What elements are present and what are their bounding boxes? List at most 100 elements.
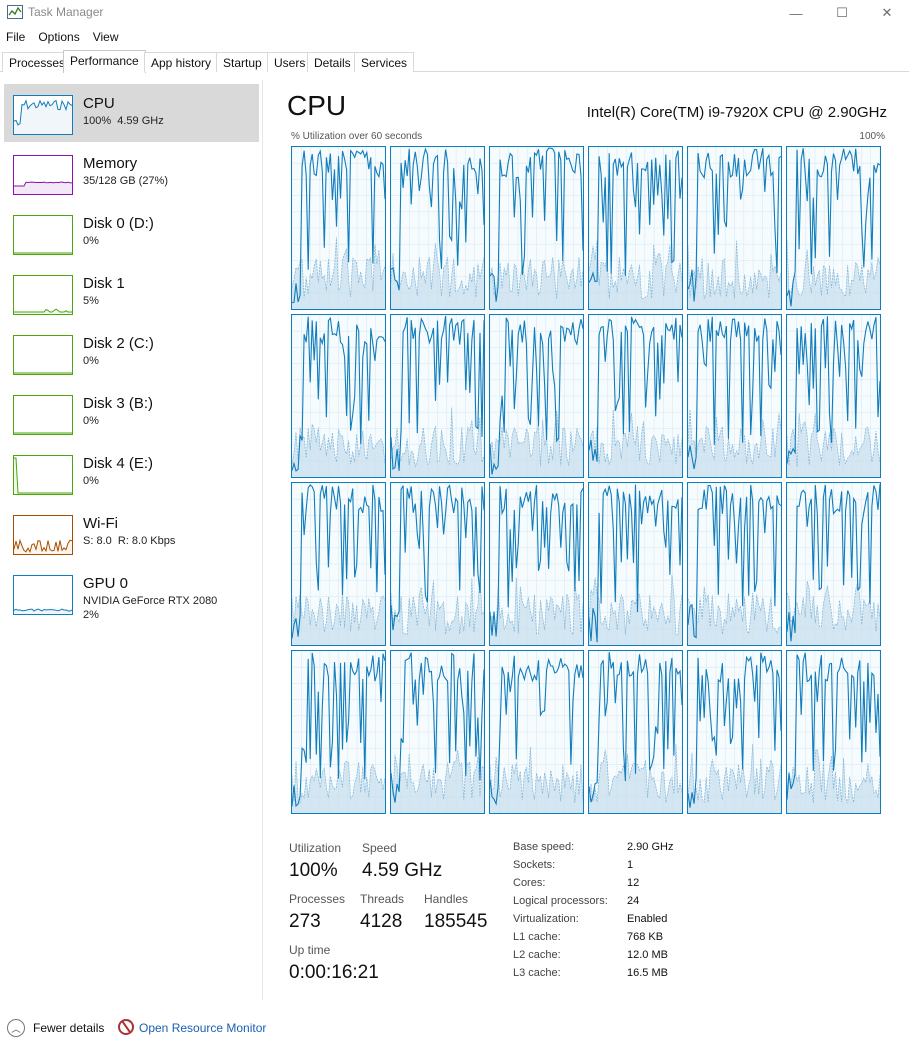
- sidebar-item-label: GPU 0: [83, 575, 129, 592]
- spec-value: 16.5 MB: [627, 967, 668, 979]
- thumbnail-line: [14, 457, 72, 494]
- tab-startup[interactable]: Startup: [216, 52, 269, 72]
- sidebar-item-value: 0%: [83, 355, 99, 367]
- logical-processor-graph: [687, 314, 782, 478]
- kernel-time-line: [391, 750, 484, 800]
- logical-processor-graph: [588, 482, 683, 646]
- kernel-time-area: [292, 761, 385, 813]
- network-graph-icon: [13, 515, 73, 555]
- tab-processes[interactable]: Processes: [2, 52, 73, 72]
- kernel-time-line: [490, 577, 583, 636]
- cpu-core-graph: [391, 483, 484, 645]
- utilization-line: [490, 147, 583, 302]
- open-resource-monitor-link[interactable]: Open Resource Monitor: [139, 1021, 267, 1035]
- gpu-graph-icon: [13, 575, 73, 615]
- logical-processor-graph: [390, 650, 485, 814]
- sidebar-item-disk-3[interactable]: Disk 3 (B:) 0%: [4, 384, 259, 442]
- kernel-time-line: [589, 240, 682, 300]
- spec-label: L2 cache:: [513, 949, 561, 961]
- tab-users[interactable]: Users: [267, 52, 313, 72]
- thumbnail-line: [14, 608, 72, 612]
- close-button[interactable]: ✕: [881, 5, 893, 20]
- sidebar-divider: [262, 80, 263, 1000]
- utilization-line: [589, 150, 682, 283]
- sidebar-item-gpu-0[interactable]: GPU 0 NVIDIA GeForce RTX 2080 2%: [4, 564, 259, 622]
- kernel-time-line: [391, 407, 484, 468]
- window-title: Task Manager: [28, 5, 104, 19]
- cpu-core-graph: [490, 483, 583, 645]
- kernel-time-area: [292, 237, 385, 309]
- spec-value: 24: [627, 895, 640, 907]
- cpu-core-graph: [787, 651, 880, 813]
- sidebar-item-label: Disk 4 (E:): [83, 455, 154, 472]
- spec-value: 12.0 MB: [627, 949, 668, 961]
- utilization-line: [589, 484, 682, 643]
- utilization-line: [490, 485, 583, 637]
- utilization-label: Utilization: [289, 841, 342, 855]
- cpu-core-graph: [490, 315, 583, 477]
- chevron-up-icon[interactable]: ︿: [7, 1019, 25, 1037]
- sidebar-item-label: Wi-Fi: [83, 515, 118, 532]
- logical-processor-graph: [489, 146, 584, 310]
- fewer-details-button[interactable]: Fewer details: [33, 1021, 105, 1035]
- maximize-button[interactable]: ☐: [836, 5, 848, 20]
- minimize-button[interactable]: —: [789, 5, 803, 21]
- cpu-graph-icon: [13, 95, 73, 135]
- logical-processor-graph: [588, 650, 683, 814]
- sidebar-item-disk-4[interactable]: Disk 4 (E:) 0%: [4, 444, 259, 502]
- cpu-core-graph: [490, 651, 583, 813]
- sidebar-item-disk-1[interactable]: Disk 1 5%: [4, 264, 259, 322]
- sidebar-item-disk-2[interactable]: Disk 2 (C:) 0%: [4, 324, 259, 382]
- logical-processor-graph: [687, 146, 782, 310]
- kernel-time-area: [589, 744, 682, 813]
- cpu-core-graph: [391, 147, 484, 309]
- tab-services[interactable]: Services: [354, 52, 415, 72]
- cpu-core-graph: [292, 483, 385, 645]
- menu-view[interactable]: View: [92, 30, 119, 44]
- kernel-time-line: [490, 410, 583, 467]
- menu-bar: File Options View: [0, 27, 126, 47]
- sidebar-item-disk-0[interactable]: Disk 0 (D:) 0%: [4, 204, 259, 262]
- kernel-time-area: [589, 409, 682, 477]
- utilization-value: 100%: [289, 860, 338, 881]
- sidebar-item-cpu[interactable]: CPU 100% 4.59 GHz: [4, 84, 259, 142]
- utilization-line: [391, 652, 484, 803]
- logical-processor-graph: [390, 482, 485, 646]
- logical-processor-graph: [786, 650, 881, 814]
- cpu-core-graph: [391, 651, 484, 813]
- sidebar-item-memory[interactable]: Memory 35/128 GB (27%): [4, 144, 259, 202]
- utilization-line: [787, 652, 880, 800]
- cpu-model-name: Intel(R) Core(TM) i9-7920X CPU @ 2.90GHz: [586, 104, 887, 121]
- resource-monitor-icon[interactable]: [118, 1019, 134, 1035]
- thumbnail-line: [14, 181, 72, 187]
- uptime-label: Up time: [289, 943, 331, 957]
- kernel-time-area: [490, 747, 583, 813]
- kernel-time-area: [292, 591, 385, 645]
- thumbnail-fill: [14, 100, 72, 134]
- kernel-time-line: [292, 760, 385, 804]
- tab-app-history[interactable]: App history: [144, 52, 219, 72]
- sidebar-item-value: S: 8.0 R: 8.0 Kbps: [83, 535, 176, 547]
- kernel-time-line: [589, 409, 682, 466]
- resource-sidebar: CPU 100% 4.59 GHz Memory 35/128 GB (27%)…: [0, 80, 262, 1000]
- utilization-line: [787, 484, 880, 642]
- spec-label: Sockets:: [513, 859, 556, 871]
- utilization-line: [589, 316, 682, 462]
- sidebar-item-wifi[interactable]: Wi-Fi S: 8.0 R: 8.0 Kbps: [4, 504, 259, 562]
- disk-graph-icon: [13, 275, 73, 315]
- spec-label: L1 cache:: [513, 931, 561, 943]
- menu-file[interactable]: File: [6, 30, 26, 44]
- spec-label: Base speed:: [513, 841, 575, 853]
- kernel-time-line: [787, 239, 880, 298]
- menu-options[interactable]: Options: [38, 30, 80, 44]
- spec-label: Cores:: [513, 877, 546, 889]
- tab-details[interactable]: Details: [307, 52, 358, 72]
- cpu-core-graph: [688, 147, 781, 309]
- kernel-time-area: [787, 239, 880, 309]
- handles-value: 185545: [424, 911, 488, 932]
- kernel-time-area: [688, 240, 781, 309]
- spec-value: Enabled: [627, 913, 668, 925]
- logical-processor-graph: [489, 482, 584, 646]
- tab-performance[interactable]: Performance: [63, 50, 146, 73]
- cpu-core-graph: [589, 315, 682, 477]
